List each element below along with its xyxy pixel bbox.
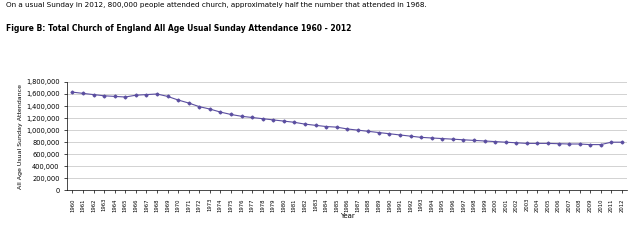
All Age Usual Sunday Attendance [386, 132, 394, 135]
All Age Usual Sunday Attendance [216, 111, 224, 114]
X-axis label: Year: Year [340, 213, 355, 219]
All Age Usual Sunday Attendance [618, 141, 626, 144]
All Age Usual Sunday Attendance [396, 134, 404, 136]
Line: All Age Usual Sunday Attendance: All Age Usual Sunday Attendance [72, 91, 623, 146]
All Age Usual Sunday Attendance [417, 136, 425, 139]
All Age Usual Sunday Attendance [586, 143, 594, 146]
Text: Figure B: Total Church of England All Age Usual Sunday Attendance 1960 - 2012: Figure B: Total Church of England All Ag… [6, 24, 352, 33]
Y-axis label: All Age Usual Sunday Attendance: All Age Usual Sunday Attendance [18, 84, 23, 189]
All Age Usual Sunday Attendance [68, 91, 76, 94]
All Age Usual Sunday Attendance [492, 140, 499, 143]
Text: On a usual Sunday in 2012, 800,000 people attended church, approximately half th: On a usual Sunday in 2012, 800,000 peopl… [6, 2, 427, 8]
All Age Usual Sunday Attendance [555, 142, 563, 145]
